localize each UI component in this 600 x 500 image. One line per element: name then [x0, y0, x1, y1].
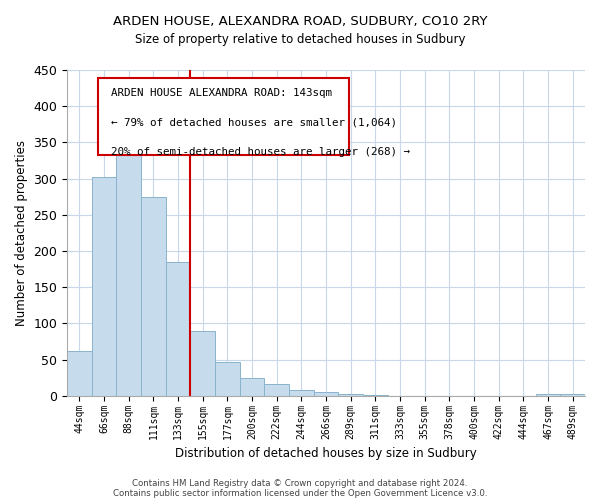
- Text: Contains public sector information licensed under the Open Government Licence v3: Contains public sector information licen…: [113, 488, 487, 498]
- Y-axis label: Number of detached properties: Number of detached properties: [15, 140, 28, 326]
- Bar: [363, 395, 388, 396]
- Bar: [67, 351, 92, 396]
- Bar: [240, 378, 265, 396]
- Bar: [141, 196, 166, 396]
- Bar: [190, 330, 215, 396]
- Text: Contains HM Land Registry data © Crown copyright and database right 2024.: Contains HM Land Registry data © Crown c…: [132, 478, 468, 488]
- Bar: [265, 384, 289, 396]
- Bar: [116, 150, 141, 396]
- Bar: [536, 394, 560, 396]
- Bar: [560, 394, 585, 396]
- Text: 20% of semi-detached houses are larger (268) →: 20% of semi-detached houses are larger (…: [111, 146, 410, 156]
- Bar: [338, 394, 363, 396]
- Bar: [289, 390, 314, 396]
- Bar: [166, 262, 190, 396]
- FancyBboxPatch shape: [98, 78, 349, 154]
- Bar: [314, 392, 338, 396]
- Bar: [215, 362, 240, 396]
- Text: ARDEN HOUSE, ALEXANDRA ROAD, SUDBURY, CO10 2RY: ARDEN HOUSE, ALEXANDRA ROAD, SUDBURY, CO…: [113, 15, 487, 28]
- X-axis label: Distribution of detached houses by size in Sudbury: Distribution of detached houses by size …: [175, 447, 477, 460]
- Text: ARDEN HOUSE ALEXANDRA ROAD: 143sqm: ARDEN HOUSE ALEXANDRA ROAD: 143sqm: [111, 88, 332, 98]
- Bar: [92, 177, 116, 396]
- Text: ← 79% of detached houses are smaller (1,064): ← 79% of detached houses are smaller (1,…: [111, 117, 397, 127]
- Text: Size of property relative to detached houses in Sudbury: Size of property relative to detached ho…: [135, 32, 465, 46]
